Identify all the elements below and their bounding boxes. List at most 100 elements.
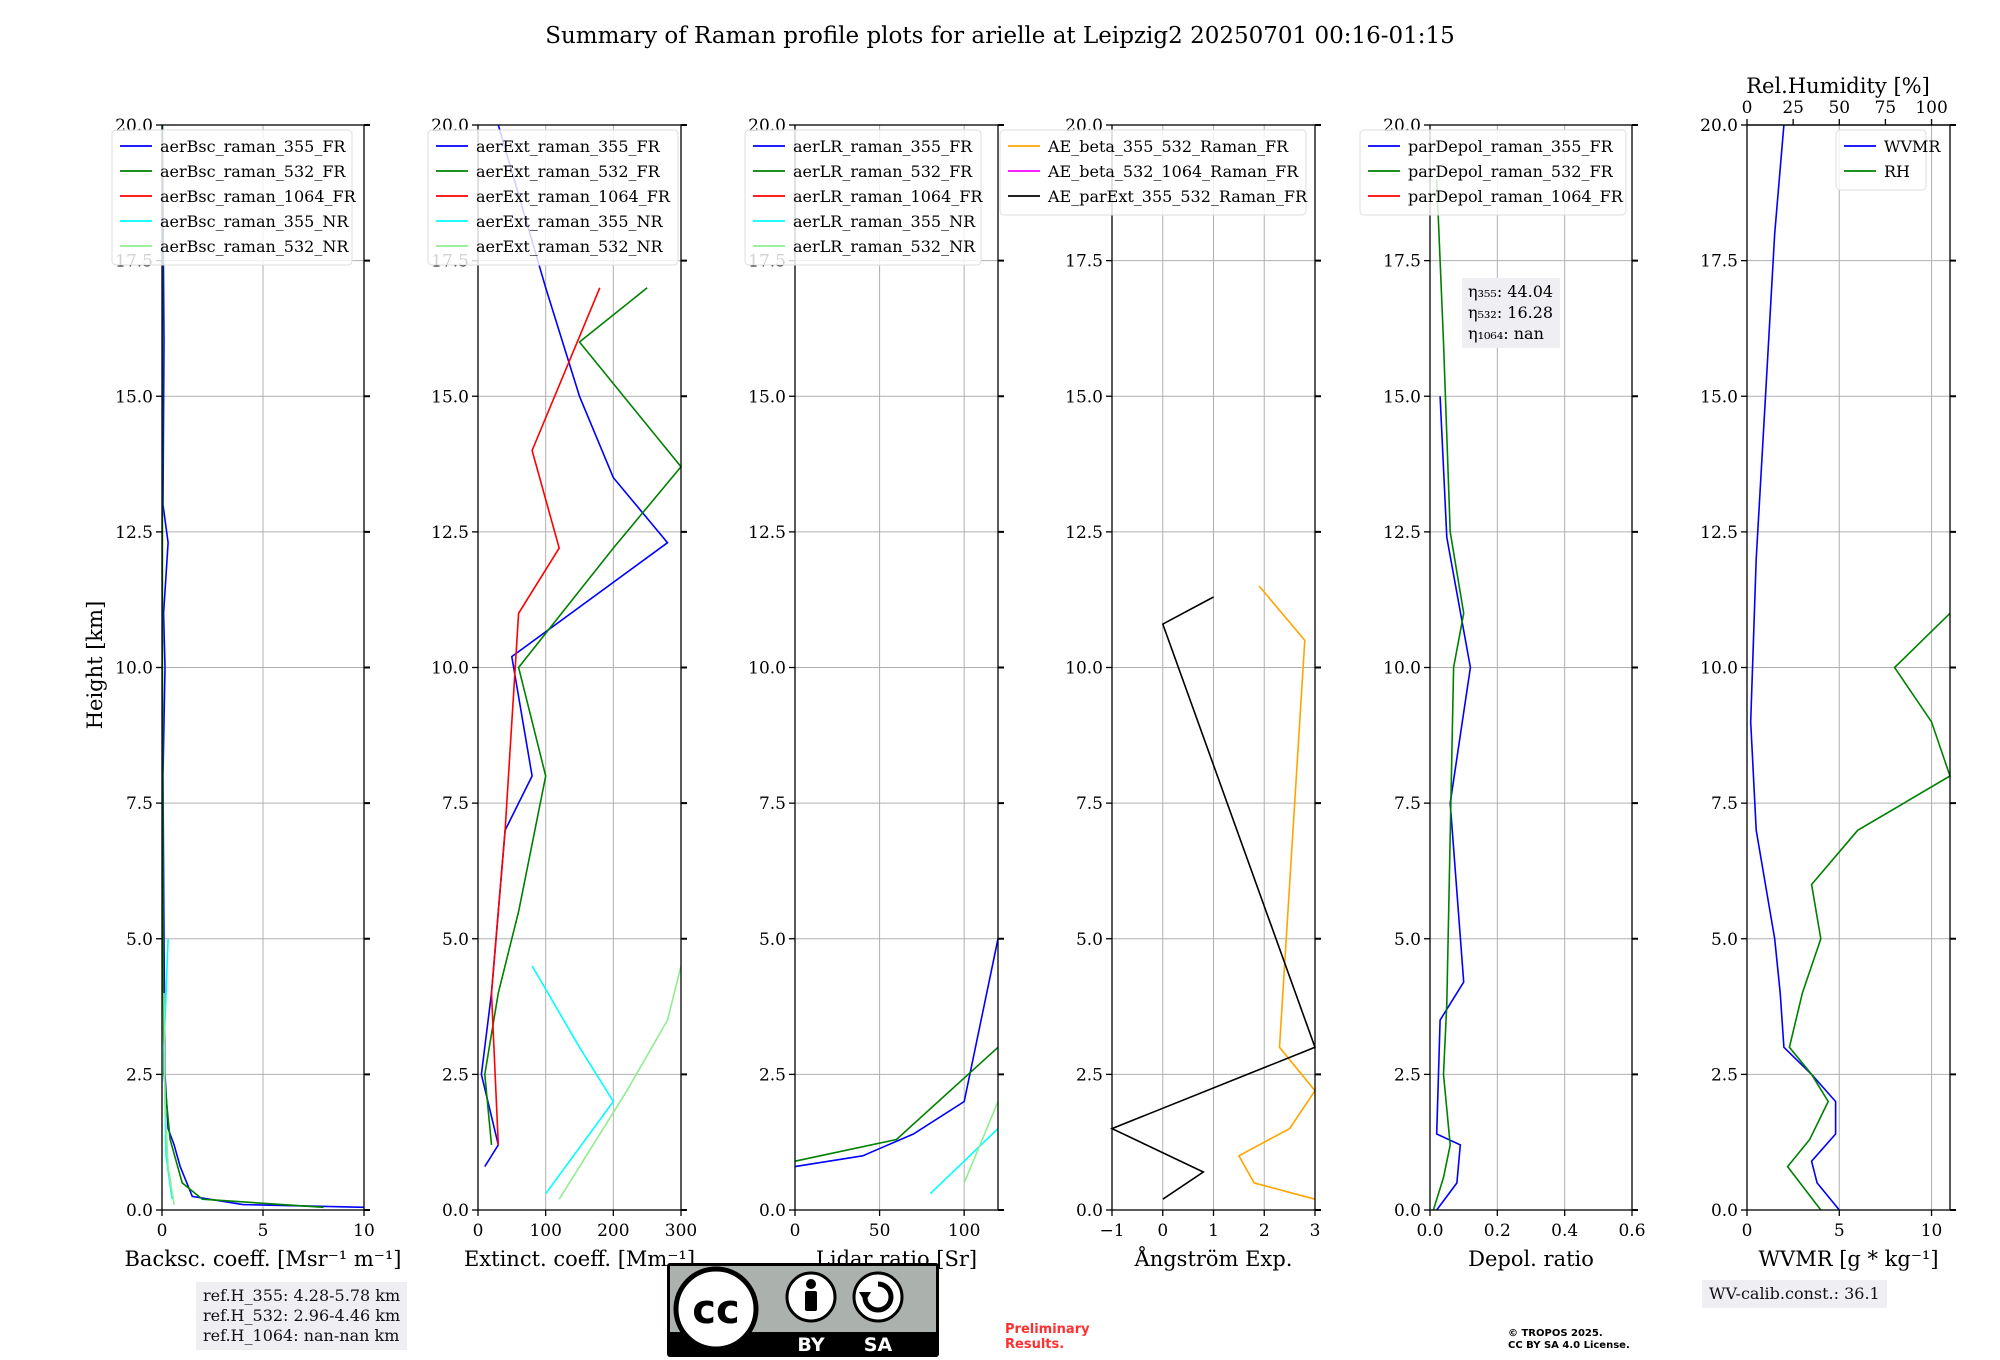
legend-entry: aerExt_raman_532_NR xyxy=(476,237,664,256)
top-x-tick-label: 100 xyxy=(1915,98,1947,118)
sa-label: SA xyxy=(864,1334,893,1356)
x-tick-label: −1 xyxy=(1099,1221,1124,1241)
preliminary-line-1: Preliminary xyxy=(1005,1322,1090,1337)
copyright-line-2: CC BY SA 4.0 License. xyxy=(1508,1340,1630,1351)
x-tick-label: 5 xyxy=(1834,1221,1845,1241)
y-tick-label: 15.0 xyxy=(748,387,786,407)
x-tick-label: 5 xyxy=(258,1221,269,1241)
wv-calibration-box: WV-calib.const.: 36.1 xyxy=(1702,1280,1887,1308)
cc-logo-text: cc xyxy=(692,1287,739,1333)
panel-extinction: 0.02.55.07.510.012.515.017.520.001002003… xyxy=(427,116,697,1271)
x-tick-label: 50 xyxy=(869,1221,891,1241)
y-axis-label: Height [km] xyxy=(83,601,107,730)
x-tick-label: 0 xyxy=(157,1221,168,1241)
axes-frame xyxy=(794,124,999,1211)
legend-entry: aerLR_raman_355_FR xyxy=(793,137,973,156)
y-tick-label: 7.5 xyxy=(1711,794,1738,814)
series-AE_beta_355_532_Raman_FR xyxy=(1237,585,1316,1200)
axes-frame xyxy=(1429,124,1633,1211)
y-tick-label: 5.0 xyxy=(126,930,153,950)
legend-entry: aerBsc_raman_532_FR xyxy=(160,162,346,181)
series-aerBsc_raman_532_FR xyxy=(161,125,324,1209)
y-tick-label: 2.5 xyxy=(126,1065,153,1085)
figure-title: Summary of Raman profile plots for ariel… xyxy=(545,23,1455,49)
x-tick-label: 2 xyxy=(1259,1221,1270,1241)
legend-entry: aerExt_raman_355_FR xyxy=(476,137,661,156)
legend-entry: WVMR xyxy=(1884,137,1941,156)
y-tick-label: 7.5 xyxy=(126,794,153,814)
panel-lidar_ratio: 0.02.55.07.510.012.515.017.520.0050100Li… xyxy=(744,116,1004,1271)
y-tick-label: 10.0 xyxy=(1383,659,1421,679)
legend-entry: aerLR_raman_1064_FR xyxy=(793,187,983,206)
y-tick-label: 2.5 xyxy=(1394,1065,1421,1085)
legend-entry: aerExt_raman_355_NR xyxy=(476,212,664,231)
top-x-tick-label: 75 xyxy=(1875,98,1897,118)
y-tick-label: 17.5 xyxy=(1700,252,1738,272)
y-tick-label: 7.5 xyxy=(1394,794,1421,814)
series-aerLR_raman_355_FR xyxy=(794,938,999,1168)
x-tick-label: 0.4 xyxy=(1551,1221,1578,1241)
y-tick-label: 2.5 xyxy=(1076,1065,1103,1085)
legend-entry: aerExt_raman_532_FR xyxy=(476,162,661,181)
y-tick-label: 12.5 xyxy=(1700,523,1738,543)
y-tick-label: 7.5 xyxy=(759,794,786,814)
x-tick-label: 0.2 xyxy=(1484,1221,1511,1241)
x-tick-label: 0.0 xyxy=(1416,1221,1443,1241)
x-tick-label: 300 xyxy=(665,1221,697,1241)
x-tick-label: 200 xyxy=(597,1221,629,1241)
copyright-line-1: © TROPOS 2025. xyxy=(1508,1328,1603,1339)
legend: aerLR_raman_355_FR aerLR_raman_532_FR aerL… xyxy=(744,129,983,266)
series-aerLR_raman_532_FR xyxy=(794,1046,999,1162)
legend-entry: parDepol_raman_1064_FR xyxy=(1408,187,1624,206)
y-tick-label: 0.0 xyxy=(1076,1201,1103,1221)
y-tick-label: 2.5 xyxy=(759,1065,786,1085)
y-tick-label: 5.0 xyxy=(1076,930,1103,950)
y-tick-label: 15.0 xyxy=(1383,387,1421,407)
series-aerLR_raman_532_NR xyxy=(963,1101,999,1184)
top-x-tick-label: 0 xyxy=(1742,98,1753,118)
y-tick-label: 0.0 xyxy=(759,1201,786,1221)
x-tick-label: 0 xyxy=(473,1221,484,1241)
panels: 0.02.55.07.510.012.515.017.520.00510Back… xyxy=(111,74,1956,1271)
x-tick-label: 10 xyxy=(1921,1221,1943,1241)
y-tick-label: 0.0 xyxy=(442,1201,469,1221)
legend: aerExt_raman_355_FR aerExt_raman_532_FRae… xyxy=(427,129,679,266)
x-tick-label: 1 xyxy=(1208,1221,1219,1241)
series-aerExt_raman_355_NR xyxy=(531,965,615,1195)
by-label: BY xyxy=(797,1334,824,1356)
series-aerExt_raman_1064_FR xyxy=(490,287,601,1145)
series-RH xyxy=(1786,612,1951,1211)
cc-by-sa-license-badge: cc BY SA xyxy=(667,1263,939,1357)
x-tick-label: 100 xyxy=(529,1221,561,1241)
panel-backscatter: 0.02.55.07.510.012.515.017.520.00510Back… xyxy=(111,116,401,1271)
axes-frame xyxy=(477,124,682,1211)
y-tick-label: 0.0 xyxy=(1394,1201,1421,1221)
x-tick-label: 0 xyxy=(790,1221,801,1241)
axes-frame xyxy=(161,124,365,1211)
legend-entry: aerBsc_raman_532_NR xyxy=(160,237,349,256)
legend-entry: AE_parExt_355_532_Raman_FR xyxy=(1047,187,1308,206)
axes-frame xyxy=(1111,124,1316,1211)
y-tick-label: 10.0 xyxy=(1065,659,1103,679)
y-tick-label: 10.0 xyxy=(748,659,786,679)
y-tick-label: 5.0 xyxy=(1394,930,1421,950)
y-tick-label: 7.5 xyxy=(442,794,469,814)
series-parDepol_raman_355_FR xyxy=(1435,396,1472,1211)
x-tick-label: 10 xyxy=(353,1221,375,1241)
legend: AE_beta_355_532_Raman_FR AE_beta_532_1064… xyxy=(999,129,1308,216)
legend-entry: aerExt_raman_1064_FR xyxy=(476,187,671,206)
x-axis-label: Depol. ratio xyxy=(1468,1247,1594,1271)
legend-entry: RH xyxy=(1884,162,1910,181)
x-axis-label: Extinct. coeff. [Mm⁻¹] xyxy=(464,1247,695,1271)
legend-entry: aerBsc_raman_355_NR xyxy=(160,212,349,231)
series-aerExt_raman_532_NR xyxy=(558,965,682,1200)
annotation-line: η₁₀₆₄: nan xyxy=(1468,324,1544,343)
legend-entry: aerLR_raman_355_NR xyxy=(793,212,976,231)
y-tick-label: 5.0 xyxy=(759,930,786,950)
legend: WVMR RH xyxy=(1835,129,1941,191)
y-tick-label: 15.0 xyxy=(431,387,469,407)
x-tick-label: 3 xyxy=(1310,1221,1321,1241)
panel-wvmr_rh: 0.02.55.07.510.012.515.017.520.00 5 10WVMR… xyxy=(1700,74,1956,1271)
y-tick-label: 12.5 xyxy=(1383,523,1421,543)
y-tick-label: 15.0 xyxy=(1065,387,1103,407)
